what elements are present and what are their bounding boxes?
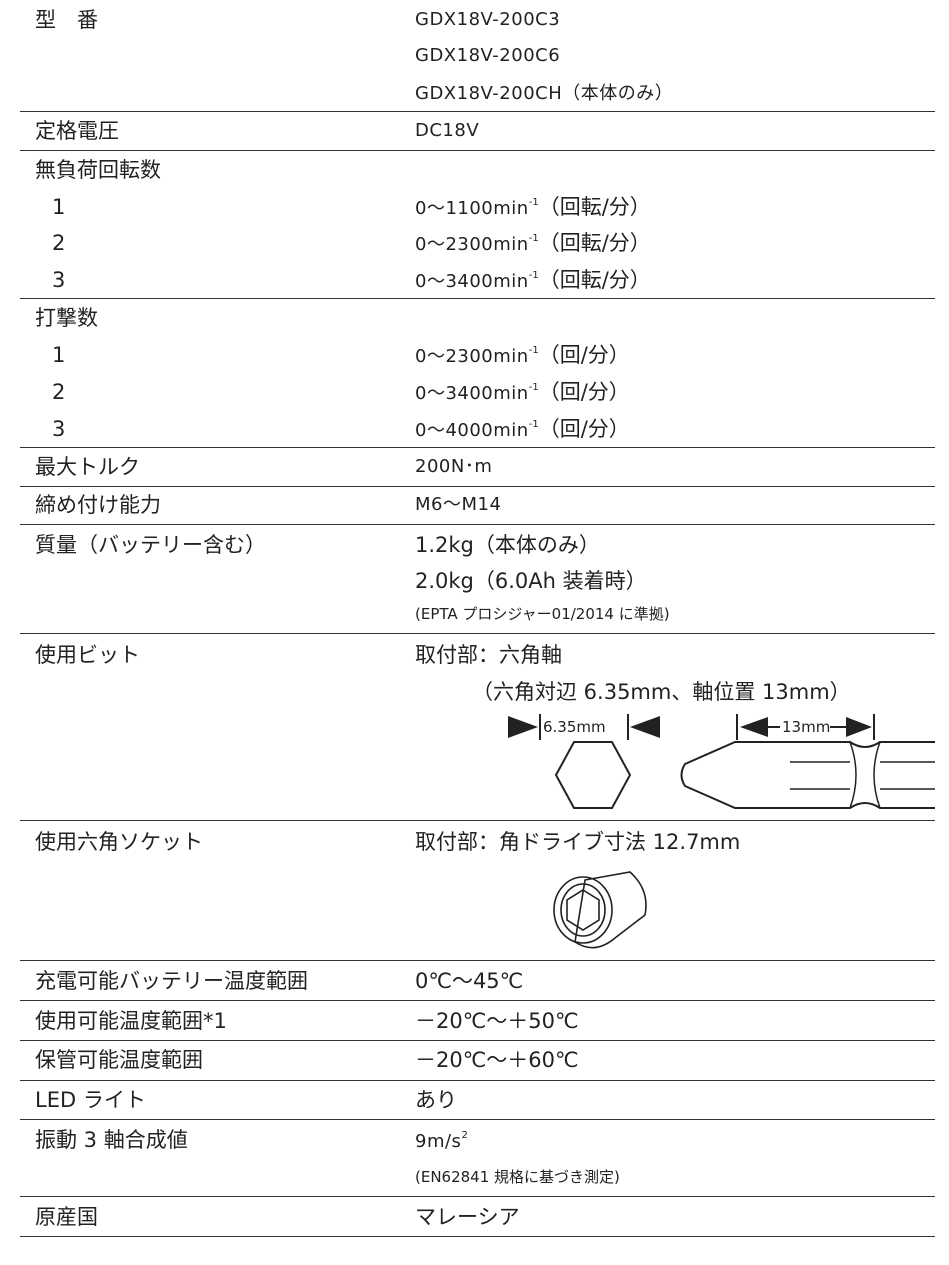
unit: （回/分） (538, 343, 630, 367)
row-label: 質量（バッテリー含む） (35, 533, 266, 557)
row-divider (20, 524, 935, 525)
item-value: 0～3400min-1（回/分） (415, 380, 630, 406)
row-value: －20℃～＋50℃ (415, 1009, 579, 1033)
bit (680, 741, 935, 809)
superscript: 2 (461, 1130, 468, 1141)
row-divider (20, 1000, 935, 1001)
note: (EPTA プロシジャー01/2014 に準拠) (415, 605, 670, 623)
row-divider (20, 820, 935, 821)
row-label: 充電可能バッテリー温度範囲 (35, 969, 308, 993)
row-divider (20, 150, 935, 151)
row-label: 打撃数 (35, 306, 98, 330)
value: 0～3400min (415, 383, 529, 404)
value: 0～2300min (415, 346, 529, 367)
value: 0～2300min (415, 234, 529, 255)
row-label: 原産国 (35, 1205, 98, 1229)
row-divider (20, 960, 935, 961)
superscript: -1 (528, 419, 539, 430)
row-label: 締め付け能力 (35, 493, 161, 517)
row-value: GDX18V-200CH（本体のみ） (415, 83, 674, 104)
value: 9m/s (415, 1131, 462, 1152)
row-value: マレーシア (415, 1205, 520, 1229)
item-name: 3 (52, 417, 66, 441)
item-name: 2 (52, 231, 66, 255)
row-divider (20, 1080, 935, 1081)
row-divider (20, 633, 935, 634)
unit: （回/分） (538, 380, 630, 404)
row-value: 1.2kg（本体のみ） (415, 533, 600, 557)
value: 0～3400min (415, 271, 529, 292)
row-label: 振動 3 軸合成値 (35, 1128, 188, 1152)
row-value: 9m/s2 (415, 1128, 468, 1154)
superscript: -1 (528, 270, 539, 281)
unit: （回転/分） (538, 195, 651, 219)
row-divider (20, 1236, 935, 1237)
superscript: -1 (528, 233, 539, 244)
row-label: 保管可能温度範囲 (35, 1048, 203, 1072)
unit: （回/分） (538, 417, 630, 441)
row-label: 定格電圧 (35, 119, 119, 143)
dimension-label: 13mm (782, 718, 831, 736)
row-value: 取付部：六角軸 (415, 643, 562, 667)
row-value: M6～M14 (415, 494, 502, 515)
row-divider (20, 486, 935, 487)
row-label: 使用六角ソケット (35, 830, 203, 854)
item-value: 0～1100min-1（回転/分） (415, 195, 651, 221)
socket (553, 871, 647, 949)
item-value: 0～2300min-1（回/分） (415, 343, 630, 369)
row-label: 使用ビット (35, 643, 140, 667)
row-label: 最大トルク (35, 455, 140, 479)
row-value: 0℃～45℃ (415, 969, 524, 993)
row-value: あり (415, 1088, 457, 1112)
superscript: -1 (528, 382, 539, 393)
row-value: 2.0kg（6.0Ah 装着時） (415, 569, 647, 593)
dimension-label: 6.35mm (543, 718, 606, 736)
row-divider (20, 447, 935, 448)
row-divider (20, 111, 935, 112)
row-value: GDX18V-200C6 (415, 45, 561, 66)
value: 0～1100min (415, 198, 529, 219)
item-value: 0～2300min-1（回転/分） (415, 231, 651, 257)
row-value: DC18V (415, 120, 480, 141)
unit: （回転/分） (538, 268, 651, 292)
row-value: －20℃～＋60℃ (415, 1048, 579, 1072)
unit: （回転/分） (538, 231, 651, 255)
row-label: 使用可能温度範囲*1 (35, 1009, 227, 1033)
row-divider (20, 1119, 935, 1120)
hexagon (554, 741, 632, 809)
superscript: -1 (528, 197, 539, 208)
item-value: 0～4000min-1（回/分） (415, 417, 630, 443)
bit-dimension-6.35 (508, 714, 660, 740)
row-divider (20, 1040, 935, 1041)
item-name: 2 (52, 380, 66, 404)
note: (EN62841 規格に基づき測定) (415, 1168, 620, 1186)
row-label: 型 番 (35, 8, 98, 32)
row-label: 無負荷回転数 (35, 158, 161, 182)
value: 0～4000min (415, 420, 529, 441)
row-value: 200N･m (415, 456, 493, 477)
row-value: （六角対辺 6.35mm、軸位置 13mm） (472, 680, 851, 704)
item-name: 3 (52, 268, 66, 292)
item-name: 1 (52, 195, 66, 219)
row-divider (20, 1196, 935, 1197)
row-divider (20, 298, 935, 299)
superscript: -1 (528, 345, 539, 356)
row-value: GDX18V-200C3 (415, 9, 561, 30)
item-name: 1 (52, 343, 66, 367)
row-value: 取付部：角ドライブ寸法 12.7mm (415, 830, 741, 854)
row-label: LED ライト (35, 1088, 146, 1112)
bit-dimension-13 (736, 714, 875, 740)
item-value: 0～3400min-1（回転/分） (415, 268, 651, 294)
